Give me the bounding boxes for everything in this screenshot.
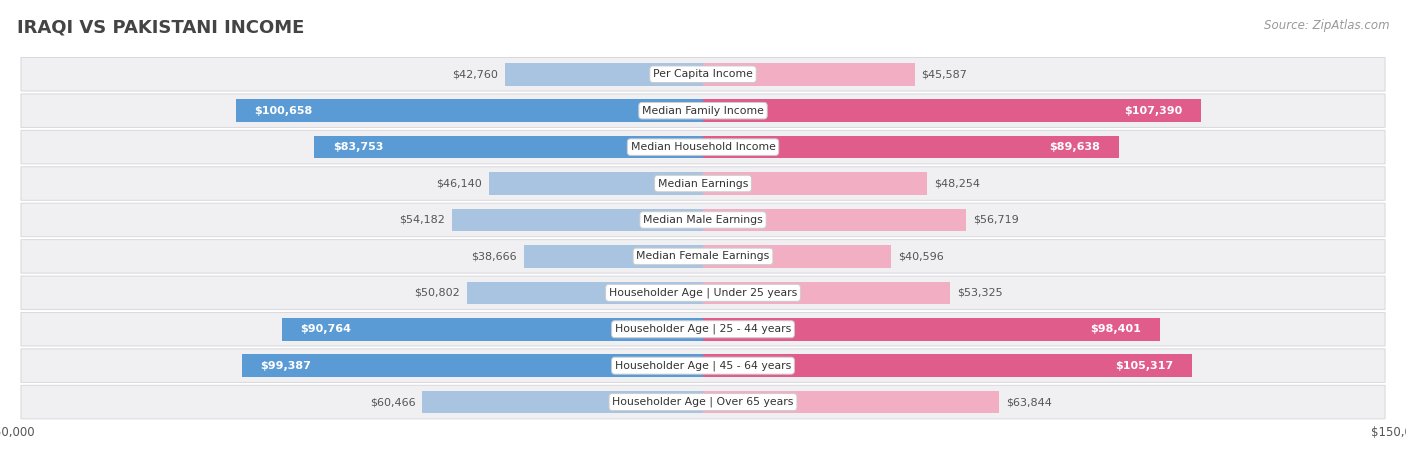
Text: $105,317: $105,317 — [1115, 361, 1173, 371]
Bar — [703, 282, 950, 304]
FancyBboxPatch shape — [21, 94, 1385, 127]
Text: Householder Age | Over 65 years: Householder Age | Over 65 years — [612, 397, 794, 407]
Text: $63,844: $63,844 — [1007, 397, 1052, 407]
Text: $98,401: $98,401 — [1090, 324, 1142, 334]
FancyBboxPatch shape — [21, 167, 1385, 200]
Text: $46,140: $46,140 — [436, 178, 482, 189]
Bar — [451, 209, 703, 231]
Text: $107,390: $107,390 — [1125, 106, 1182, 116]
FancyBboxPatch shape — [21, 349, 1385, 382]
Bar — [703, 318, 1160, 340]
Text: $54,182: $54,182 — [399, 215, 444, 225]
Bar — [523, 245, 703, 268]
Text: Median Male Earnings: Median Male Earnings — [643, 215, 763, 225]
Bar — [505, 63, 703, 85]
Text: $99,387: $99,387 — [260, 361, 311, 371]
Text: $50,802: $50,802 — [415, 288, 460, 298]
FancyBboxPatch shape — [21, 312, 1385, 346]
Bar — [703, 209, 966, 231]
Text: $90,764: $90,764 — [301, 324, 352, 334]
Bar — [703, 391, 1000, 413]
FancyBboxPatch shape — [21, 276, 1385, 310]
Text: Median Earnings: Median Earnings — [658, 178, 748, 189]
Bar — [422, 391, 703, 413]
Text: $56,719: $56,719 — [973, 215, 1019, 225]
Text: Householder Age | 45 - 64 years: Householder Age | 45 - 64 years — [614, 361, 792, 371]
Text: Median Household Income: Median Household Income — [630, 142, 776, 152]
Bar — [281, 318, 703, 340]
Text: $40,596: $40,596 — [898, 251, 943, 262]
Text: $83,753: $83,753 — [333, 142, 384, 152]
Text: $53,325: $53,325 — [957, 288, 1002, 298]
Bar — [315, 136, 703, 158]
Text: $100,658: $100,658 — [254, 106, 312, 116]
Bar — [703, 99, 1201, 122]
Text: Householder Age | 25 - 44 years: Householder Age | 25 - 44 years — [614, 324, 792, 334]
Text: Median Female Earnings: Median Female Earnings — [637, 251, 769, 262]
Text: $45,587: $45,587 — [921, 69, 967, 79]
Bar — [703, 172, 927, 195]
FancyBboxPatch shape — [21, 57, 1385, 91]
Text: Source: ZipAtlas.com: Source: ZipAtlas.com — [1264, 19, 1389, 32]
Bar — [703, 136, 1119, 158]
Bar — [703, 63, 914, 85]
Bar — [703, 245, 891, 268]
Text: $38,666: $38,666 — [471, 251, 516, 262]
FancyBboxPatch shape — [21, 130, 1385, 164]
Bar — [236, 99, 703, 122]
FancyBboxPatch shape — [21, 385, 1385, 419]
Text: $89,638: $89,638 — [1049, 142, 1101, 152]
Text: $48,254: $48,254 — [934, 178, 980, 189]
Text: IRAQI VS PAKISTANI INCOME: IRAQI VS PAKISTANI INCOME — [17, 19, 304, 37]
Text: $60,466: $60,466 — [370, 397, 416, 407]
Bar — [489, 172, 703, 195]
FancyBboxPatch shape — [21, 203, 1385, 237]
Text: Median Family Income: Median Family Income — [643, 106, 763, 116]
Text: $42,760: $42,760 — [451, 69, 498, 79]
FancyBboxPatch shape — [21, 240, 1385, 273]
Bar — [703, 354, 1192, 377]
Bar — [467, 282, 703, 304]
Bar — [242, 354, 703, 377]
Text: Per Capita Income: Per Capita Income — [652, 69, 754, 79]
Text: Householder Age | Under 25 years: Householder Age | Under 25 years — [609, 288, 797, 298]
